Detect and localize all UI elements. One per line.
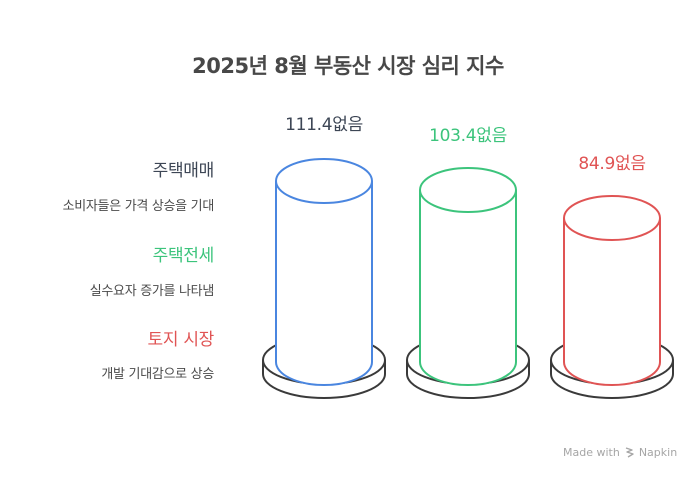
value-housing-jeonse: 103.4없음 [429, 126, 507, 146]
desc-housing-sales: 소비자들은 가격 상승을 기대 [62, 199, 215, 214]
cylinder-land-market [550, 195, 674, 399]
desc-land-market: 개발 기대감으로 상승 [101, 367, 214, 382]
made-with-text: Made with [563, 446, 620, 459]
label-housing-jeonse: 주택전세 [152, 246, 215, 266]
napkin-attribution: Made with Napkin [563, 446, 677, 459]
napkin-brand-text: Napkin [638, 446, 678, 459]
label-housing-sales: 주택매매 [152, 161, 215, 181]
chart-title: 2025년 8월 부동산 시장 심리 지수 [192, 54, 504, 78]
cylinder-housing-sales [262, 158, 386, 399]
cylinder-housing-jeonse [406, 167, 530, 399]
napkin-logo-icon [625, 447, 634, 458]
value-land-market: 84.9없음 [578, 154, 646, 174]
value-housing-sales: 111.4없음 [285, 115, 363, 135]
label-land-market: 토지 시장 [147, 330, 215, 350]
desc-housing-jeonse: 실수요자 증가를 나타냄 [89, 284, 215, 299]
